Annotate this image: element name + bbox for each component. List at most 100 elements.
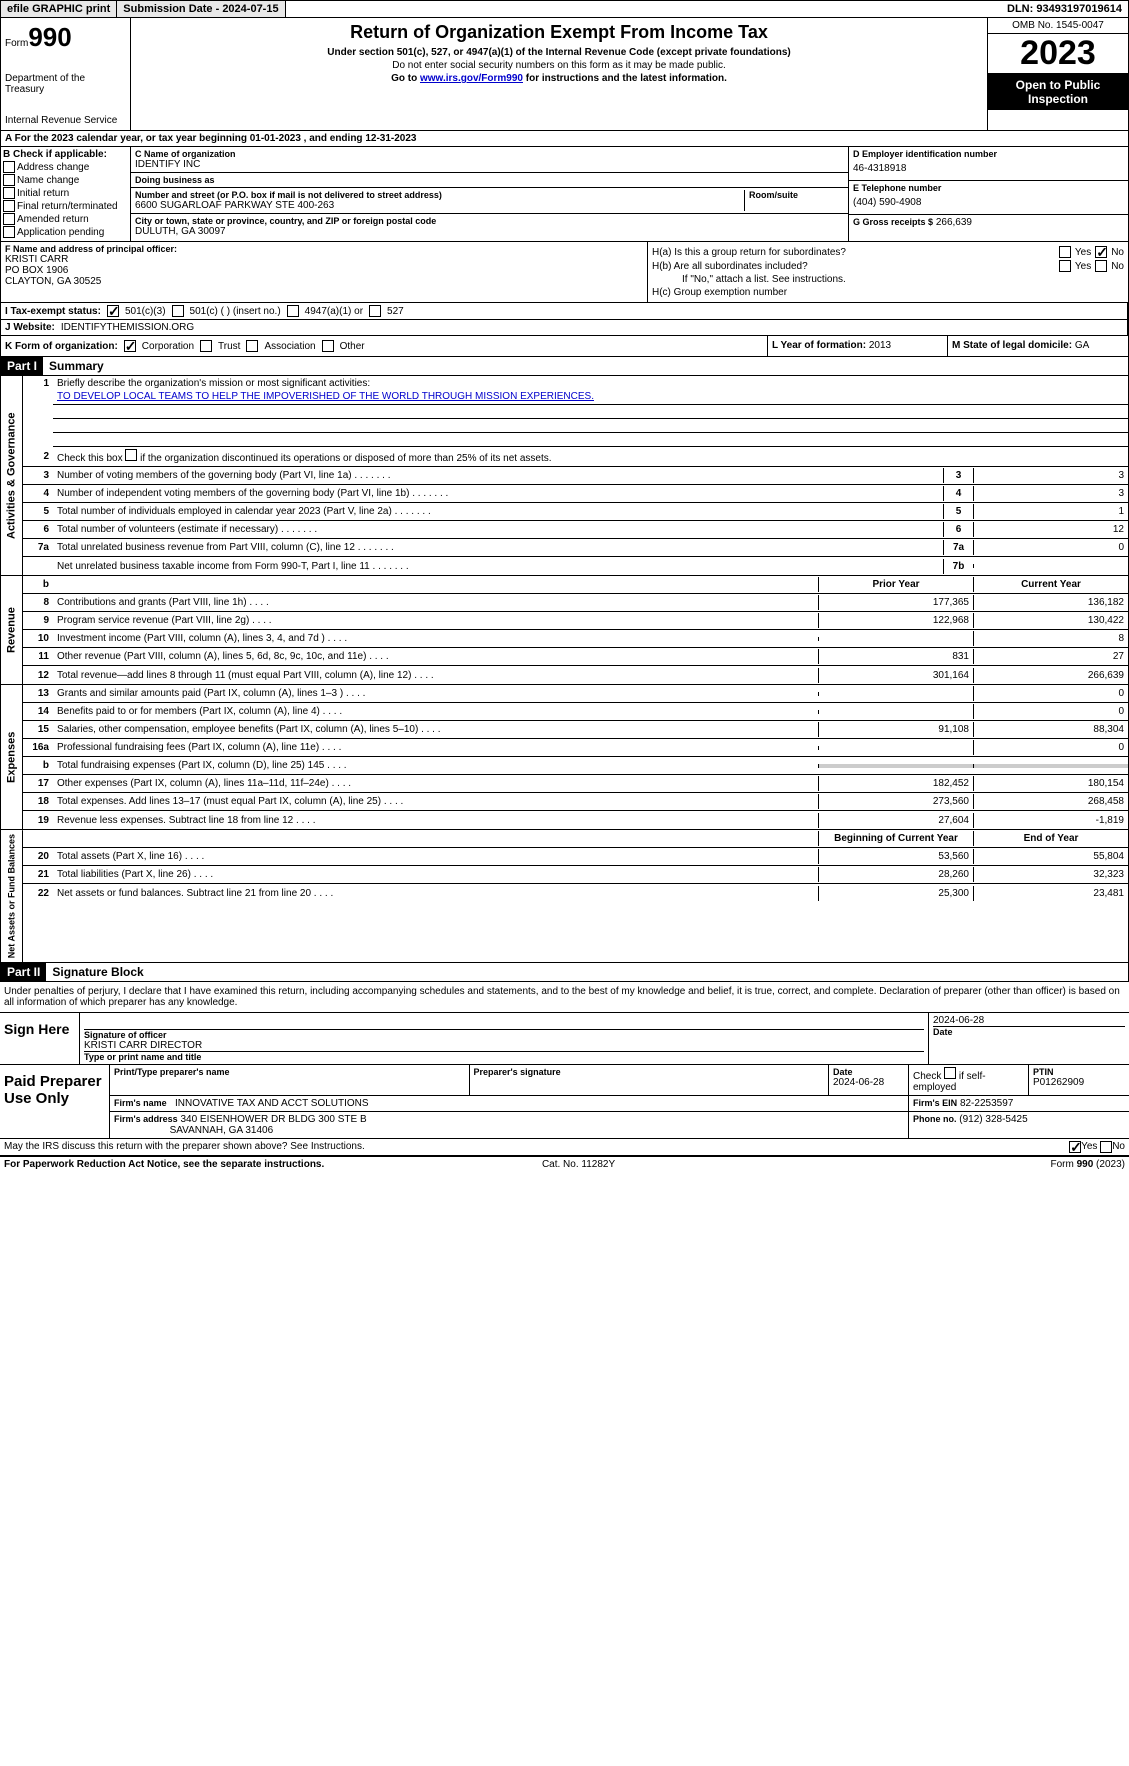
i-501c: 501(c) ( ) (insert no.) — [190, 306, 281, 317]
checkbox-icon[interactable] — [3, 200, 15, 212]
c-city: DULUTH, GA 30097 — [135, 226, 844, 237]
sig-name: KRISTI CARR DIRECTOR — [84, 1040, 924, 1051]
opt-name: Name change — [17, 175, 79, 186]
type-lbl: Type or print name and title — [84, 1051, 924, 1062]
f-lbl: F Name and address of principal officer: — [5, 244, 643, 254]
vtab-rev: Revenue — [1, 576, 23, 684]
part2-badge: Part II — [1, 963, 46, 981]
k-assoc-box[interactable] — [246, 340, 258, 352]
chk-name[interactable]: Name change — [3, 174, 128, 186]
k-corp-box[interactable] — [124, 340, 136, 352]
checkbox-icon[interactable] — [3, 213, 15, 225]
vtab-gov: Activities & Governance — [1, 376, 23, 575]
j-lbl: J Website: — [5, 322, 55, 333]
date-lbl: Date — [933, 1027, 1125, 1037]
mission-blank3 — [53, 433, 1128, 447]
c-room-lbl: Room/suite — [749, 190, 844, 200]
opt-initial: Initial return — [17, 188, 69, 199]
i-501c-box[interactable] — [172, 305, 184, 317]
b-label: B Check if applicable: — [3, 149, 128, 160]
col-h: H(a) Is this a group return for subordin… — [648, 242, 1128, 302]
no-lbl2: No — [1111, 261, 1124, 272]
chk-final[interactable]: Final return/terminated — [3, 200, 128, 212]
vtab-exp: Expenses — [1, 685, 23, 829]
checkbox-icon[interactable] — [3, 174, 15, 186]
firm-val: INNOVATIVE TAX AND ACCT SOLUTIONS — [175, 1098, 369, 1109]
form-word: Form — [5, 38, 28, 49]
py-hdr: Prior Year — [818, 577, 973, 592]
form-number: 990 — [28, 22, 71, 52]
chk-address[interactable]: Address change — [3, 161, 128, 173]
c-street: 6600 SUGARLOAF PARKWAY STE 400-263 — [135, 200, 744, 211]
opt-amended: Amended return — [17, 214, 89, 225]
k-other-box[interactable] — [322, 340, 334, 352]
d-val: 46-4318918 — [853, 159, 1124, 178]
no-lbl: No — [1111, 247, 1124, 258]
header-left: Form990 Department of the Treasury Inter… — [1, 18, 131, 130]
chk-amended[interactable]: Amended return — [3, 213, 128, 225]
prep-self-box[interactable] — [944, 1067, 956, 1079]
discuss-no-box[interactable] — [1100, 1141, 1112, 1153]
na-py-hdr: Beginning of Current Year — [818, 831, 973, 846]
instr-pre: Go to — [391, 73, 420, 84]
row-j: J Website: IDENTIFYTHEMISSION.ORG — [0, 320, 1129, 336]
checkbox-icon[interactable] — [3, 161, 15, 173]
prep-name-lbl: Print/Type preparer's name — [114, 1067, 465, 1077]
part1-badge: Part I — [1, 357, 43, 375]
col-f: F Name and address of principal officer:… — [1, 242, 648, 302]
i-501c3-box[interactable] — [107, 305, 119, 317]
ha-no-box[interactable] — [1095, 246, 1107, 258]
l-lbl: L Year of formation: — [772, 340, 866, 351]
discuss-yes-box[interactable] — [1069, 1141, 1081, 1153]
discuss-text: May the IRS discuss this return with the… — [4, 1141, 365, 1153]
addr1-val: 340 EISENHOWER DR BLDG 300 STE B — [180, 1114, 366, 1125]
g-lbl: G Gross receipts $ — [853, 217, 933, 227]
i-501c3: 501(c)(3) — [125, 306, 166, 317]
form-subtitle: Under section 501(c), 527, or 4947(a)(1)… — [135, 47, 983, 58]
prep-lbl: Paid Preparer Use Only — [0, 1065, 110, 1138]
b-label: b — [23, 577, 53, 592]
pra-notice: For Paperwork Reduction Act Notice, see … — [4, 1159, 324, 1170]
summary-exp: Expenses 13Grants and similar amounts pa… — [0, 685, 1129, 830]
discuss-yes: Yes — [1081, 1141, 1097, 1153]
checkbox-icon[interactable] — [3, 226, 15, 238]
addr2-val: SAVANNAH, GA 31406 — [170, 1125, 274, 1136]
line2-desc: Check this box if the organization disco… — [53, 447, 1128, 466]
cy-hdr: Current Year — [973, 577, 1128, 592]
d-lbl: D Employer identification number — [853, 149, 1124, 159]
info-block: B Check if applicable: Address change Na… — [0, 147, 1129, 242]
irs-link[interactable]: www.irs.gov/Form990 — [420, 73, 523, 84]
chk-app[interactable]: Application pending — [3, 226, 128, 238]
irs-label: Internal Revenue Service — [5, 115, 126, 126]
prep-date: 2024-06-28 — [833, 1077, 904, 1088]
opt-final: Final return/terminated — [17, 201, 118, 212]
c-dba-lbl: Doing business as — [135, 175, 844, 185]
line2-box[interactable] — [125, 449, 137, 461]
tax-year-line: A For the 2023 calendar year, or tax yea… — [0, 131, 1129, 147]
c-city-lbl: City or town, state or province, country… — [135, 216, 844, 226]
opt-address: Address change — [17, 162, 89, 173]
i-527-box[interactable] — [369, 305, 381, 317]
ptin-val: P01262909 — [1033, 1077, 1125, 1088]
vtab-na: Net Assets or Fund Balances — [1, 830, 23, 962]
k-trust-box[interactable] — [200, 340, 212, 352]
omb-number: OMB No. 1545-0047 — [988, 18, 1128, 34]
c-name: IDENTIFY INC — [135, 159, 844, 170]
f-addr2: CLAYTON, GA 30525 — [5, 276, 643, 287]
k-assoc: Association — [264, 341, 315, 352]
e-lbl: E Telephone number — [853, 183, 1124, 193]
checkbox-icon[interactable] — [3, 187, 15, 199]
dept-treasury: Department of the Treasury — [5, 73, 126, 95]
sig-officer-lbl: Signature of officer — [84, 1030, 924, 1040]
hb-yes-box[interactable] — [1059, 260, 1071, 272]
chk-initial[interactable]: Initial return — [3, 187, 128, 199]
g-val: 266,639 — [936, 217, 972, 228]
hb-no-box[interactable] — [1095, 260, 1107, 272]
penalty-text: Under penalties of perjury, I declare th… — [0, 982, 1129, 1013]
row-fh: F Name and address of principal officer:… — [0, 242, 1129, 303]
ha-yes-box[interactable] — [1059, 246, 1071, 258]
efile-print-button[interactable]: efile GRAPHIC print — [1, 1, 117, 17]
i-4947-box[interactable] — [287, 305, 299, 317]
cat-no: Cat. No. 11282Y — [542, 1159, 615, 1170]
m-val: GA — [1075, 340, 1089, 351]
